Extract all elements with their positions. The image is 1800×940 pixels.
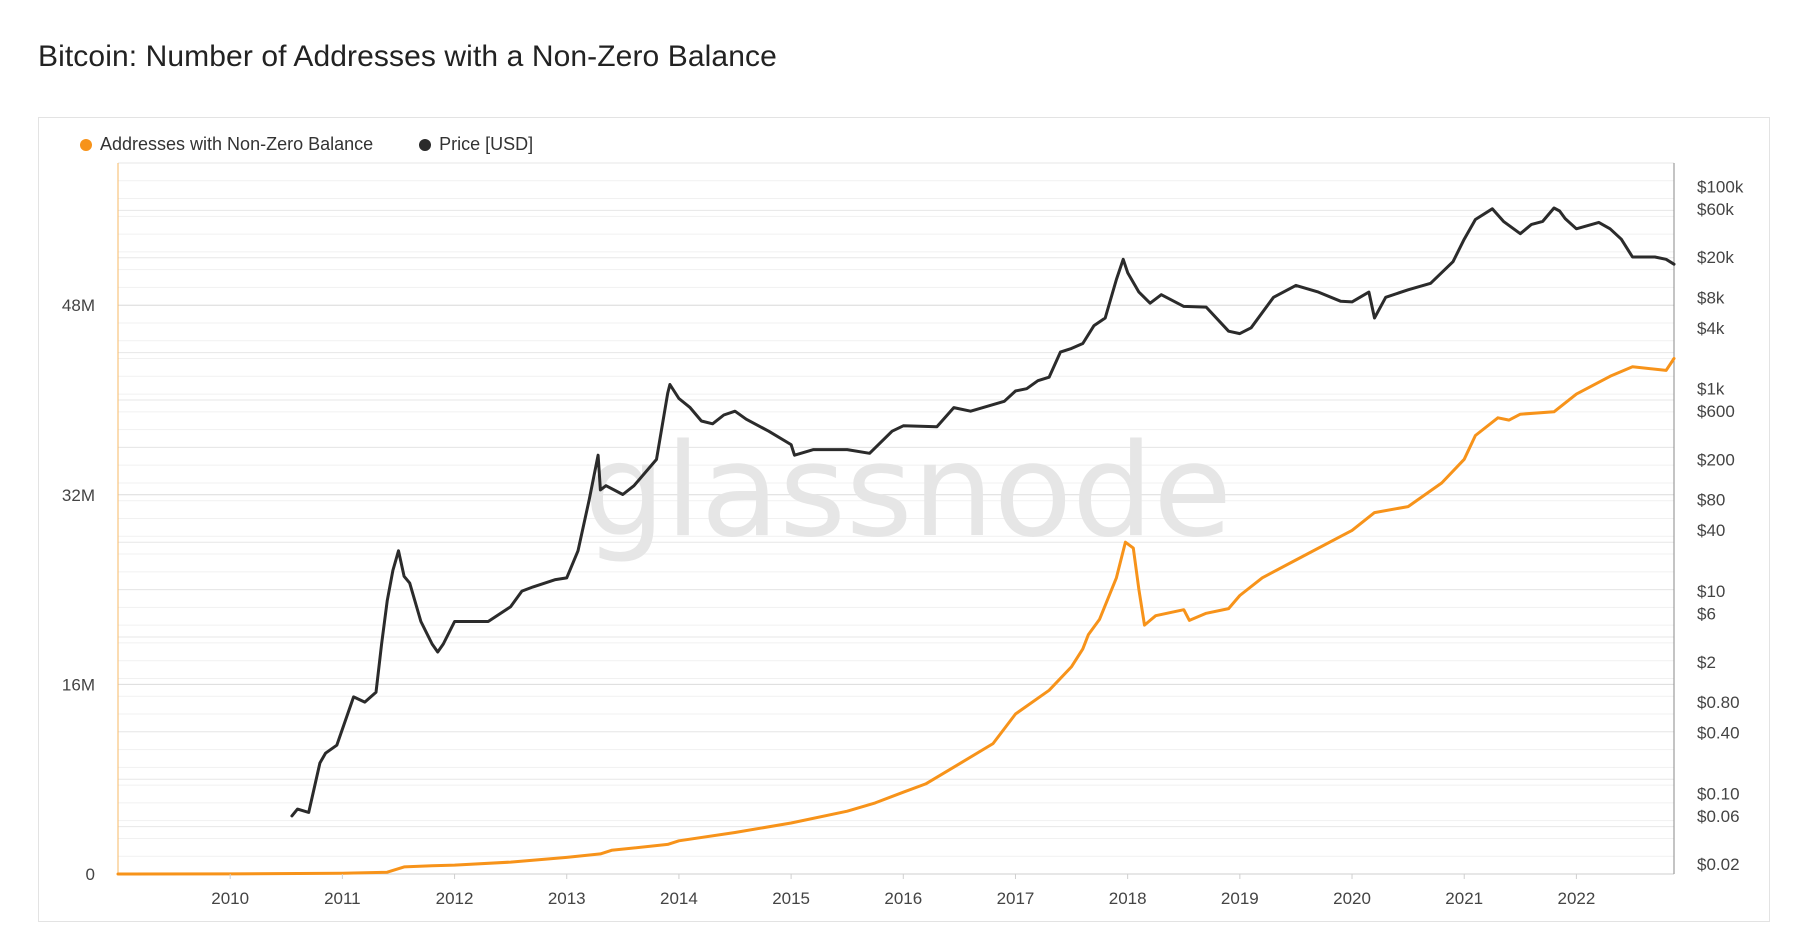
- x-tick-label: 2011: [324, 889, 361, 908]
- right-tick-label: $8k: [1697, 288, 1725, 307]
- right-tick-label: $600: [1697, 402, 1735, 421]
- chart-legend: Addresses with Non-Zero Balance Price [U…: [80, 134, 533, 155]
- x-tick-label: 2019: [1221, 889, 1259, 908]
- left-tick-label: 32M: [62, 486, 95, 505]
- x-tick-label: 2016: [884, 889, 922, 908]
- left-axis-ticks: 0 16M 32M 48M: [62, 296, 95, 884]
- right-tick-label: $0.40: [1697, 724, 1740, 743]
- axes: [117, 163, 1675, 875]
- legend-label-addresses: Addresses with Non-Zero Balance: [100, 134, 374, 154]
- right-tick-label: $0.10: [1697, 784, 1740, 803]
- page-title: Bitcoin: Number of Addresses with a Non-…: [38, 40, 777, 73]
- series-lines: [116, 206, 1676, 876]
- right-tick-label: $10: [1697, 582, 1725, 601]
- x-tick-label: 2010: [211, 889, 249, 908]
- legend-item-price[interactable]: Price [USD]: [419, 134, 533, 155]
- right-tick-label: $40: [1697, 521, 1725, 540]
- x-tick-label: 2013: [548, 889, 586, 908]
- x-tick-label: 2022: [1557, 889, 1595, 908]
- left-tick-label: 16M: [62, 675, 95, 694]
- x-tick-label: 2017: [997, 889, 1035, 908]
- legend-dot-price: [419, 138, 432, 151]
- price-series-line: [290, 206, 1676, 818]
- right-tick-label: $20k: [1697, 248, 1734, 267]
- legend-dot-addresses: [80, 138, 92, 151]
- x-tick-label: 2012: [436, 889, 474, 908]
- left-tick-label: 0: [86, 865, 95, 884]
- addresses-series-line: [116, 357, 1676, 876]
- right-tick-label: $0.06: [1697, 807, 1740, 826]
- x-tick-label: 2014: [660, 889, 698, 908]
- x-tick-label: 2020: [1333, 889, 1371, 908]
- legend-item-addresses[interactable]: Addresses with Non-Zero Balance: [80, 134, 373, 155]
- right-axis-ticks: $0.02 $0.06 $0.10 $0.40 $0.80 $2 $6 $10 $40 $80 $2…: [1697, 177, 1744, 874]
- right-tick-label: $60k: [1697, 200, 1734, 219]
- right-tick-label: $200: [1697, 450, 1735, 469]
- glassnode-watermark: glassnode: [584, 417, 1232, 566]
- chart-frame: [38, 117, 1770, 922]
- right-tick-label: $1k: [1697, 380, 1725, 399]
- x-tick-label: 2021: [1445, 889, 1483, 908]
- right-tick-label: $100k: [1697, 177, 1744, 196]
- right-tick-label: $80: [1697, 491, 1725, 510]
- x-tick-label: 2015: [772, 889, 810, 908]
- legend-label-price: Price [USD]: [439, 134, 534, 154]
- right-tick-label: $0.02: [1697, 855, 1740, 874]
- right-tick-label: $0.80: [1697, 693, 1740, 712]
- right-tick-label: $6: [1697, 605, 1716, 624]
- right-tick-label: $2: [1697, 653, 1716, 672]
- x-tick-label: 2018: [1109, 889, 1147, 908]
- right-tick-label: $4k: [1697, 319, 1725, 338]
- left-tick-label: 48M: [62, 296, 95, 315]
- x-axis-ticks: 2010 2011 2012 2013 2014 2015 2016 2017 2018 2019…: [211, 874, 1595, 908]
